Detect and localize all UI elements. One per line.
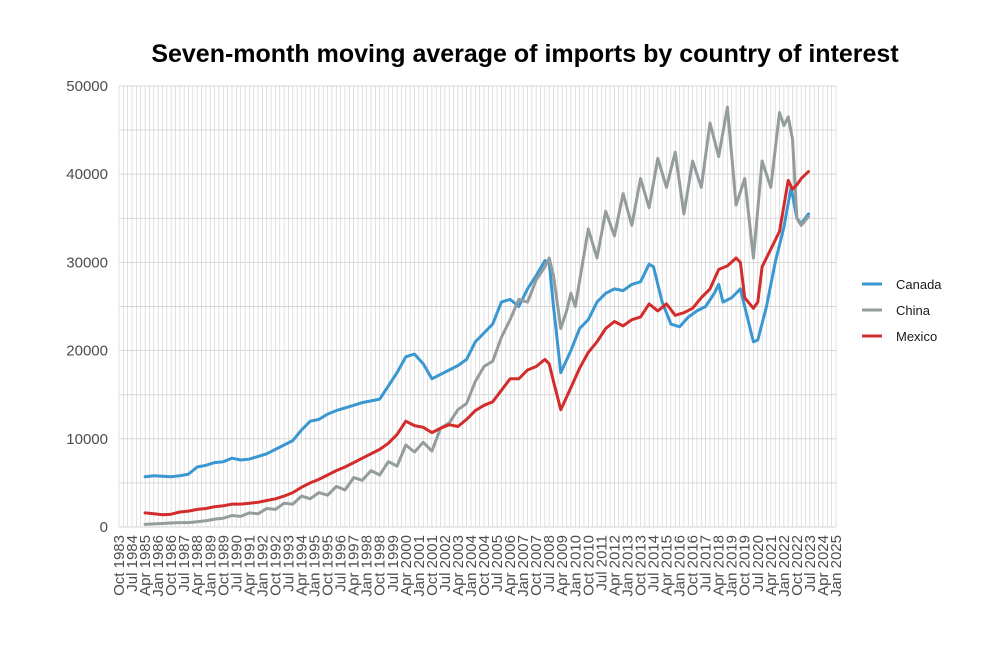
x-tick-label: Apr 2006 <box>502 535 519 596</box>
x-tick-label: Apr 2024 <box>815 535 832 596</box>
x-tick-label: Jul 2023 <box>802 535 819 592</box>
x-tick-label: Oct 1983 <box>111 535 128 596</box>
x-tick-label: Apr 1985 <box>137 535 154 596</box>
x-tick-label: Jan 2022 <box>776 535 793 597</box>
legend-label-mexico: Mexico <box>896 329 937 344</box>
x-tick-label: Oct 2007 <box>528 535 545 596</box>
x-tick-label: Apr 2018 <box>711 535 728 596</box>
x-tick-label: Apr 1988 <box>189 535 206 596</box>
x-tick-label: Oct 2001 <box>424 535 441 596</box>
legend-label-canada: Canada <box>896 277 942 292</box>
x-tick-label: Jan 2004 <box>463 535 480 597</box>
x-tick-label: Jul 1993 <box>280 535 297 592</box>
x-tick-label: Jan 1995 <box>307 535 324 597</box>
x-tick-label: Oct 2013 <box>632 535 649 596</box>
series-line-mexico <box>143 170 810 517</box>
grid <box>118 85 837 528</box>
series-line-china <box>143 105 810 526</box>
x-tick-label: Oct 1998 <box>372 535 389 596</box>
x-tick-label: Jul 2002 <box>437 535 454 592</box>
x-tick-label: Jan 1989 <box>202 535 219 597</box>
chart-title: Seven-month moving average of imports by… <box>151 40 899 68</box>
x-tick-label: Jul 2008 <box>541 535 558 592</box>
x-tick-label: Jul 1990 <box>228 535 245 592</box>
y-tick-label: 20000 <box>66 343 108 360</box>
x-tick-label: Oct 2022 <box>789 535 806 596</box>
x-tick-label: Jul 1987 <box>176 535 193 592</box>
x-tick-label: Jul 2005 <box>489 535 506 592</box>
x-tick-label: Jan 2001 <box>411 535 428 597</box>
series-lines <box>143 105 810 526</box>
x-tick-label: Oct 2019 <box>737 535 754 596</box>
x-tick-label: Jan 1998 <box>359 535 376 597</box>
y-tick-label: 50000 <box>66 78 108 95</box>
y-tick-label: 30000 <box>66 254 108 271</box>
legend: Canada China Mexico <box>862 277 942 344</box>
x-tick-label: Jan 2025 <box>828 535 845 597</box>
x-tick-label: Jul 2020 <box>750 535 767 592</box>
x-tick-label: Oct 1986 <box>163 535 180 596</box>
y-tick-label: 0 <box>100 519 108 536</box>
x-tick-label: Jul 1996 <box>333 535 350 592</box>
x-tick-label: Jan 2013 <box>619 535 636 597</box>
x-tick-label: Apr 2015 <box>659 535 676 596</box>
x-tick-label: Apr 2003 <box>450 535 467 596</box>
x-tick-label: Apr 2009 <box>554 535 571 596</box>
x-tick-label: Jan 2007 <box>515 535 532 597</box>
x-tick-label: Jul 1984 <box>124 535 141 592</box>
y-axis-ticks: 0 10000 20000 30000 40000 50000 <box>66 78 108 536</box>
x-tick-label: Oct 1995 <box>320 535 337 596</box>
x-tick-label: Oct 1992 <box>267 535 284 596</box>
x-tick-label: Jul 1999 <box>385 535 402 592</box>
x-tick-label: Apr 2000 <box>398 535 415 596</box>
x-tick-label: Oct 2004 <box>476 535 493 596</box>
x-tick-label: Apr 1994 <box>294 535 311 596</box>
x-tick-label: Apr 2021 <box>763 535 780 596</box>
x-tick-label: Apr 2012 <box>606 535 623 596</box>
legend-label-china: China <box>896 303 931 318</box>
y-tick-label: 40000 <box>66 166 108 183</box>
x-tick-label: Jul 2017 <box>698 535 715 592</box>
x-tick-label: Jan 1986 <box>150 535 167 597</box>
x-tick-label: Jul 2014 <box>645 535 662 592</box>
x-tick-label: Jan 1992 <box>254 535 271 597</box>
x-tick-label: Oct 2016 <box>685 535 702 596</box>
x-tick-label: Jan 2016 <box>672 535 689 597</box>
y-tick-label: 10000 <box>66 431 108 448</box>
x-tick-label: Jul 2011 <box>593 535 610 591</box>
x-tick-label: Jan 2019 <box>724 535 741 597</box>
x-tick-label: Oct 2010 <box>580 535 597 596</box>
series-line-canada <box>143 185 810 479</box>
x-tick-label: Apr 1997 <box>346 535 363 596</box>
x-tick-label: Apr 1991 <box>241 535 258 596</box>
x-tick-label: Oct 1989 <box>215 535 232 596</box>
x-tick-label: Jan 2010 <box>567 535 584 597</box>
